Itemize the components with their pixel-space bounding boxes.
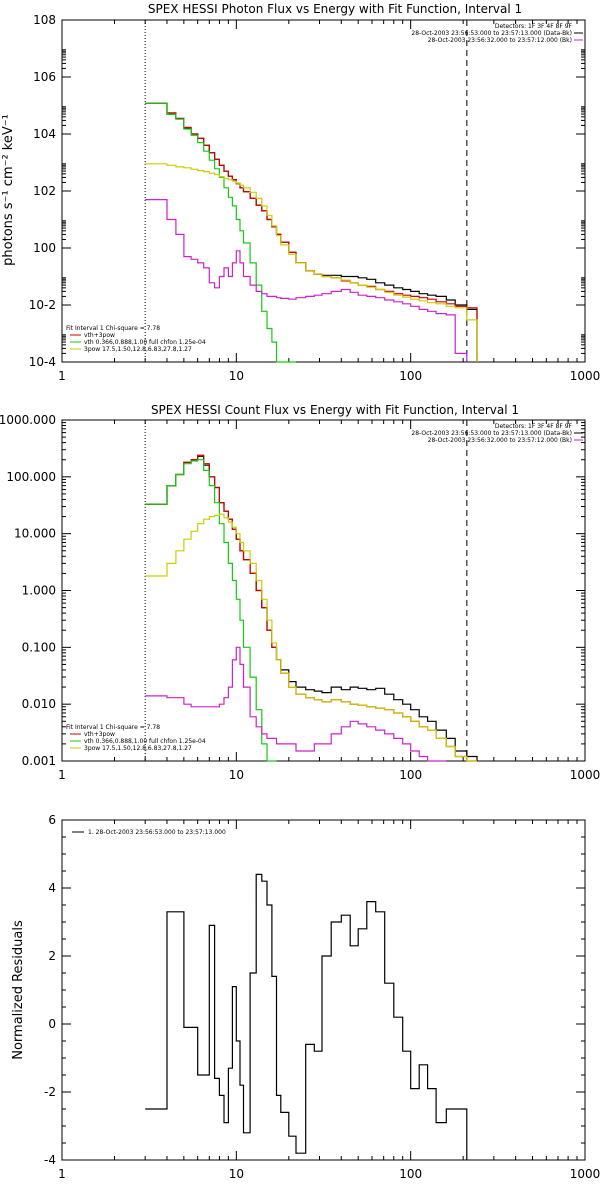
series-line-residuals [145,873,468,1160]
y-tick-label: 108 [33,13,56,27]
legend-entry: 28-Oct-2003 23:56:32.000 to 23:57:12.000… [428,437,572,444]
series-line-data [145,102,478,362]
legend-entry: Detectors: 1F 3F 4F 8F 9F [495,23,573,30]
x-tick-label: 100 [399,369,422,383]
y-tick-label: 0.010 [22,697,56,711]
y-tick-label: 0 [48,1017,56,1031]
x-tick-label: 1 [58,369,66,383]
y-tick-label: 104 [33,127,56,141]
series-line-bk [145,646,447,762]
count-flux-panel: SPEX HESSI Count Flux vs Energy with Fit… [0,403,600,782]
x-tick-label: 10 [229,768,244,782]
series-line-vth [145,102,296,363]
x-tick-label: 1 [58,1167,66,1181]
x-tick-label: 1000 [570,1167,600,1181]
legend-entry: 28-Oct-2003 23:56:32.000 to 23:57:12.000… [428,37,572,44]
legend-entry: 28-Oct-2003 23:56:53.000 to 23:57:13.000… [411,30,572,37]
y-tick-label: 1.000 [22,584,56,598]
x-tick-label: 10 [229,369,244,383]
legend-bottom-left: Fit Interval 1 Chi-square = 7.78vth+3pow… [66,724,206,752]
plot-frame [61,19,586,363]
legend-top-left: 1. 28-Oct-2003 23:56:53.000 to 23:57:13.… [72,829,226,836]
series-line-3pow [145,163,478,362]
y-tick-label: 2 [48,949,56,963]
photon-flux-panel: SPEX HESSI Photon Flux vs Energy with Fi… [1,2,600,383]
legend-entry: 3pow 17.5,1.50,12.8,6.83,27.8,1.27 [84,346,192,353]
chart-title: SPEX HESSI Photon Flux vs Energy with Fi… [148,2,522,16]
y-tick-label: 4 [48,881,56,895]
legend-entry: Fit Interval 1 Chi-square = 7.78 [66,724,160,731]
legend-entry: vth+3pow [84,731,115,738]
y-tick-label: 0.001 [22,754,56,768]
x-tick-label: 1 [58,768,66,782]
y-tick-label: 0.100 [22,640,56,654]
x-tick-label: 100 [399,768,422,782]
series-line-vth-3pow [145,454,477,762]
plot-frame [61,419,586,762]
y-tick-label: 100.000 [6,470,56,484]
y-axis-label: photons s⁻¹ cm⁻² keV⁻¹ [1,114,16,266]
y-tick-label: -4 [44,1153,56,1167]
x-tick-label: 1000 [570,768,600,782]
legend-entry: vth 0.366,0.888,1.00 full chfon 1.25e-04 [84,339,206,346]
y-tick-label: 102 [33,184,56,198]
y-tick-label: 6 [48,813,56,827]
x-tick-label: 100 [399,1167,422,1181]
y-tick-label: 1000.000 [0,413,56,427]
legend-entry: Fit Interval 1 Chi-square = 7.78 [66,325,160,332]
series-line-bk [145,199,468,362]
x-tick-label: 1000 [570,369,600,383]
y-tick-label: 10-2 [29,298,56,312]
y-tick-label: -2 [44,1085,56,1099]
legend-entry: vth+3pow [84,332,115,339]
y-tick-label: 10-4 [29,355,56,369]
legend-entry: Detectors: 1F 3F 4F 8F 9F [495,423,573,430]
chart-title: SPEX HESSI Count Flux vs Energy with Fit… [151,403,519,417]
legend-entry: 3pow 17.5,1.50,12.8,6.83,27.8,1.27 [84,745,192,752]
series-line-3pow [145,513,477,762]
x-tick-label: 10 [229,1167,244,1181]
legend-entry: 28-Oct-2003 23:56:53.000 to 23:57:13.000… [411,430,572,437]
series-line-vth [145,459,277,762]
residuals-panel: Normalized Residuals 1. 28-Oct-2003 23:5… [11,813,600,1181]
plot-frame [61,819,586,1161]
series-line-vth-3pow [145,102,478,362]
y-axis-label: Normalized Residuals [11,920,26,1060]
series-line-data [145,455,478,761]
legend-entry: 1. 28-Oct-2003 23:56:53.000 to 23:57:13.… [88,829,226,836]
y-tick-label: 106 [33,70,56,84]
y-tick-label: 100 [33,241,56,255]
y-tick-label: 10.000 [14,527,56,541]
legend-bottom-left: Fit Interval 1 Chi-square = 7.78vth+3pow… [66,325,206,353]
